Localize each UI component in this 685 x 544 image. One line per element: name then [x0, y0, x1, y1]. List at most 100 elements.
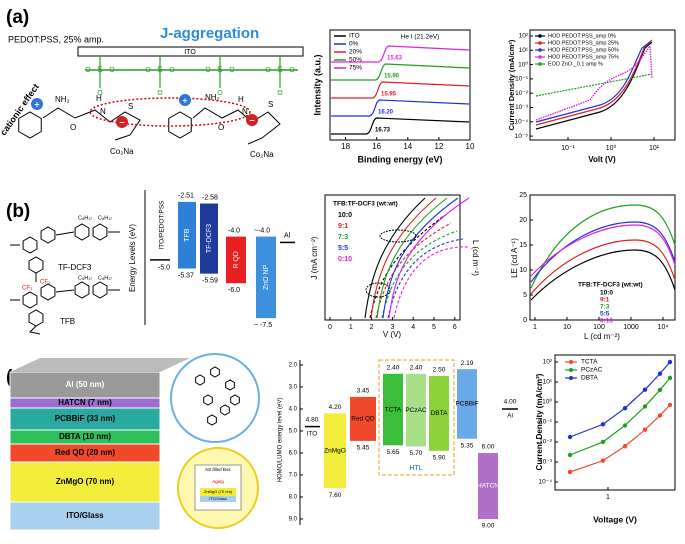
- legend-label: 9:1: [338, 223, 348, 230]
- ring: [220, 404, 230, 416]
- charge: [116, 116, 128, 128]
- label: Aging: [212, 479, 224, 484]
- ring: [28, 309, 44, 327]
- level-bar: [429, 376, 449, 451]
- label: TFB:TF-DCF3 (wt:wt): [333, 201, 398, 208]
- label: O: [229, 67, 235, 74]
- level-bar: [350, 396, 376, 441]
- legend-marker: [569, 376, 573, 380]
- x-tick-label: 1: [349, 324, 353, 331]
- legend-marker: [569, 360, 573, 364]
- level-bar: [478, 453, 498, 519]
- layer-top: [10, 358, 190, 372]
- curve: [535, 41, 653, 130]
- label: L (cd m⁻²): [584, 332, 620, 341]
- y-tick-label: 10²: [543, 359, 553, 366]
- label: ITO/Glass: [209, 496, 227, 501]
- marker: [642, 387, 648, 392]
- bond: [10, 231, 120, 282]
- label: 5.65: [387, 449, 400, 456]
- y-tick-label: 4.0: [289, 407, 298, 413]
- legend-label: 10:0: [338, 212, 352, 219]
- label: PCBBiF: [455, 401, 478, 408]
- label: +: [182, 95, 187, 105]
- curve: [376, 197, 448, 319]
- label: S: [157, 65, 162, 74]
- legend-label: 20%: [349, 49, 362, 56]
- label: 15.63: [387, 56, 403, 62]
- label: S: [128, 102, 133, 111]
- label: 4.20: [329, 404, 342, 411]
- marker: [567, 452, 573, 458]
- label: TFB:TF-DCF3 (wt:wt): [578, 282, 643, 289]
- label: DBTA (10 nm): [59, 432, 111, 441]
- label: S: [217, 65, 222, 74]
- label: -6.0: [228, 287, 240, 294]
- label: ZnMgO (70 nm): [204, 489, 233, 494]
- label: Al: [284, 232, 291, 239]
- level-bar: [200, 203, 218, 274]
- label: CF₃: [40, 280, 51, 286]
- plot-frame: [554, 354, 676, 491]
- marker: [642, 404, 648, 409]
- htl-box: [378, 359, 455, 476]
- curve: [569, 404, 671, 473]
- marker: [567, 469, 573, 475]
- label: LE (cd A⁻¹): [510, 238, 519, 278]
- label: L (cd m⁻²): [471, 240, 480, 276]
- legend-marker: [538, 55, 542, 59]
- ring: [230, 394, 240, 406]
- y-tick-label: 10⁰: [542, 398, 552, 406]
- ring: [74, 281, 90, 299]
- legend-marker: [538, 41, 542, 45]
- label: O: [217, 90, 223, 97]
- label: HATCN (7 nm): [58, 398, 112, 407]
- marker: [600, 439, 606, 445]
- legend-label: 50%: [349, 57, 362, 64]
- label: 2.40: [410, 365, 423, 372]
- plot-frame: [529, 194, 676, 321]
- layer: [9, 501, 161, 531]
- curve: [393, 246, 470, 319]
- legend-label: 75%: [349, 65, 362, 72]
- y-tick-label: 25: [519, 192, 527, 199]
- curve: [370, 197, 437, 319]
- label: ~-4.0: [254, 227, 270, 234]
- label: Current Density (mA/cm²): [507, 39, 516, 130]
- label: 15.95: [381, 92, 397, 98]
- y-tick-label: 10⁻²: [539, 439, 553, 446]
- label: H: [96, 94, 102, 103]
- curve: [530, 204, 676, 289]
- label: J (mA cm⁻²): [310, 236, 319, 279]
- label: O: [109, 67, 115, 74]
- curve: [364, 197, 426, 319]
- label: R QD: [233, 251, 240, 269]
- label: C₈H₁₇: [78, 215, 92, 221]
- x-tick-label: 1: [606, 494, 610, 501]
- legend-label: 10:0: [600, 290, 613, 297]
- marker: [567, 434, 573, 440]
- y-tick-label: 9.0: [289, 517, 298, 523]
- label: S: [97, 65, 102, 74]
- legend-label: 0%: [349, 41, 359, 48]
- molecule-name: TFB: [60, 317, 75, 326]
- marker: [667, 359, 673, 365]
- legend-label: 0:10: [600, 318, 613, 325]
- x-tick-label: 0: [328, 324, 332, 331]
- label: CF₃: [22, 286, 33, 292]
- label: -2.51: [178, 193, 194, 200]
- label: 5.45: [357, 445, 370, 452]
- curve: [382, 197, 459, 319]
- curve: [331, 45, 470, 63]
- legend-label: HOD PEDOT:PSS_amp 75%: [548, 54, 619, 60]
- panel-label: (a): [6, 7, 29, 28]
- label: 7.60: [329, 492, 342, 499]
- marker: [622, 405, 628, 411]
- x-tick-label: 10⁴: [658, 324, 669, 331]
- x-tick-label: 5: [432, 324, 436, 331]
- label: ZnMgO (70 nm): [56, 477, 115, 486]
- label: ~ -7.5: [254, 322, 272, 329]
- y-tick-label: 6.0: [289, 451, 298, 457]
- y-tick-label: 3.0: [289, 385, 298, 391]
